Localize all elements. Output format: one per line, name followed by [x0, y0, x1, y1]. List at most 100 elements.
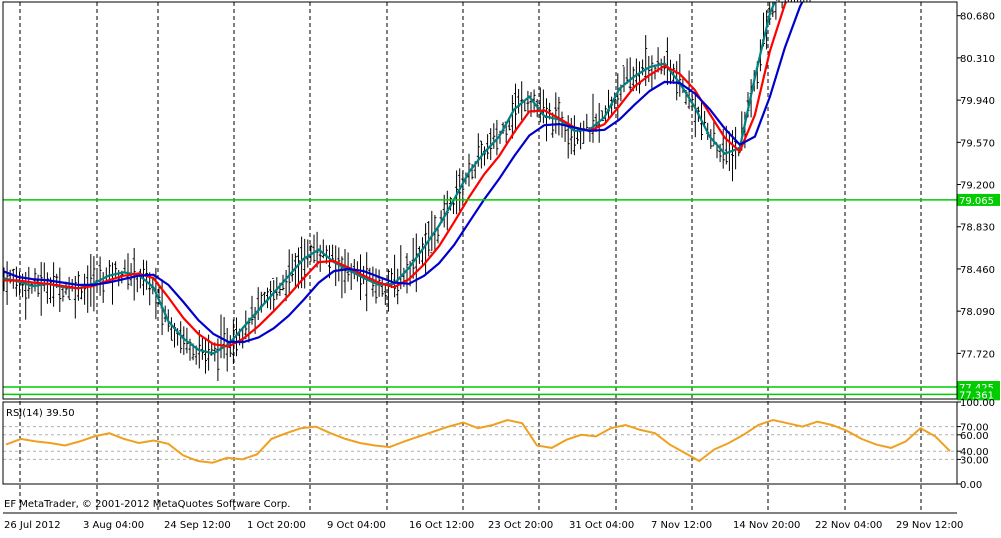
moving-average-line [3, 2, 804, 344]
rsi-levels [3, 426, 957, 460]
ohlc-bar [638, 61, 641, 94]
ohlc-bar [455, 170, 459, 215]
ohlc-bar [414, 233, 418, 293]
rsi-title: RSI(14) 39.50 [6, 408, 75, 419]
ohlc-bar [334, 245, 338, 287]
x-tick-label: 1 Oct 20:00 [247, 520, 306, 531]
level-tag [957, 388, 1000, 401]
ohlc-bar [83, 273, 87, 305]
ohlc-bar [393, 254, 397, 298]
ohlc-bar [787, 0, 789, 2]
rsi-panel-frame [2, 401, 958, 485]
rsi-y-tick-label: 60.00 [960, 431, 989, 442]
rsi-y-tick-label: 30.00 [960, 455, 989, 466]
price-y-tick-label: 79.200 [960, 181, 995, 192]
ohlc-bar [80, 287, 83, 300]
price-y-tick-label: 78.830 [960, 223, 995, 234]
ohlc-bar [421, 237, 424, 266]
moving-average-line [3, 2, 777, 355]
ohlc-bar [250, 295, 254, 325]
ohlc-bar [380, 278, 384, 297]
ohlc-bar [343, 249, 347, 294]
price-y-tick-label: 78.090 [960, 307, 995, 318]
x-tick-label: 14 Nov 20:00 [733, 520, 800, 531]
ohlc-bar [126, 253, 130, 290]
ohlc-bar [582, 120, 586, 144]
rsi-line [5, 418, 951, 464]
vertical-gridlines [19, 2, 922, 513]
ohlc-bar [641, 59, 645, 76]
ohlc-bar [424, 223, 428, 274]
ohlc-bar [18, 271, 21, 296]
ohlc-bar [98, 256, 102, 296]
x-tick-label: 31 Oct 04:00 [569, 520, 634, 531]
ohlc-bar [778, 0, 780, 2]
ohlc-bar [290, 253, 294, 282]
ohlc-bar [42, 262, 46, 292]
ohlc-bar [545, 98, 548, 142]
ohlc-bar [111, 262, 114, 305]
rsi-y-tick-label: 0.00 [960, 480, 982, 491]
ohlc-bar [123, 259, 127, 274]
ohlc-bar [45, 272, 49, 304]
x-tick-label: 23 Oct 20:00 [488, 520, 553, 531]
x-tick-label: 16 Oct 12:00 [409, 520, 474, 531]
price-y-tick-label: 80.310 [960, 54, 995, 65]
ohlc-bar [24, 271, 28, 320]
price-y-tick-label: 77.720 [960, 349, 995, 360]
ohlc-bar [309, 244, 313, 262]
ohlc-bar [11, 268, 15, 289]
level-tag-label: 79.065 [959, 196, 994, 207]
moving-average-line [3, 2, 788, 348]
ohlc-bar [284, 270, 288, 302]
x-tick-label: 3 Aug 04:00 [83, 520, 144, 531]
ohlc-bar [272, 277, 276, 312]
ohlc-bar [293, 253, 297, 289]
ohlc-bar [532, 89, 536, 113]
ohlc-bar [492, 123, 496, 149]
x-tick-label: 29 Nov 12:00 [896, 520, 963, 531]
ohlc-bar [405, 253, 409, 294]
ohlc-bar [287, 249, 291, 294]
ohlc-bar [579, 122, 583, 150]
ohlc-bar [557, 96, 561, 136]
price-y-tick-label: 79.570 [960, 138, 995, 149]
ohlc-bar [781, 2, 783, 9]
ohlc-bar [306, 239, 310, 268]
ohlc-bar [774, 0, 778, 20]
ohlc-bar [73, 275, 77, 319]
ohlc-bar [262, 291, 266, 303]
ohlc-bar [266, 287, 269, 309]
moving-averages [3, 2, 804, 355]
ohlc-bar [622, 65, 626, 93]
ohlc-bar [784, 0, 786, 2]
ohlc-bar [656, 47, 660, 73]
price-bars [2, 0, 811, 382]
ohlc-bar [467, 153, 471, 187]
price-y-tick-label: 79.940 [960, 96, 995, 107]
ohlc-bar [5, 261, 9, 305]
ohlc-bar [693, 94, 697, 138]
price-y-tick-label: 80.680 [960, 12, 995, 23]
ohlc-bar [790, 0, 792, 2]
rsi-y-tick-label: 40.00 [960, 447, 989, 458]
ohlc-bar [510, 94, 514, 139]
ohlc-bar [724, 125, 728, 165]
x-tick-label: 9 Oct 04:00 [327, 520, 386, 531]
rsi-panel [3, 418, 957, 464]
price-panel-frame [2, 1, 958, 400]
ohlc-bar [591, 93, 595, 143]
ohlc-bar [303, 238, 307, 289]
rsi-y-tick-label: 100.00 [960, 398, 995, 409]
ohlc-bar [200, 337, 204, 360]
ohlc-bar [365, 252, 369, 312]
ohlc-bar [256, 287, 260, 321]
axis-labels: 80.680 80.310 79.940 79.570 79.200 78.830 78.4… [4, 12, 995, 531]
ohlc-bar [607, 89, 610, 119]
x-tick-label: 7 Nov 12:00 [651, 520, 712, 531]
x-tick-label: 26 Jul 2012 [4, 520, 61, 531]
ohlc-bar [566, 115, 570, 159]
